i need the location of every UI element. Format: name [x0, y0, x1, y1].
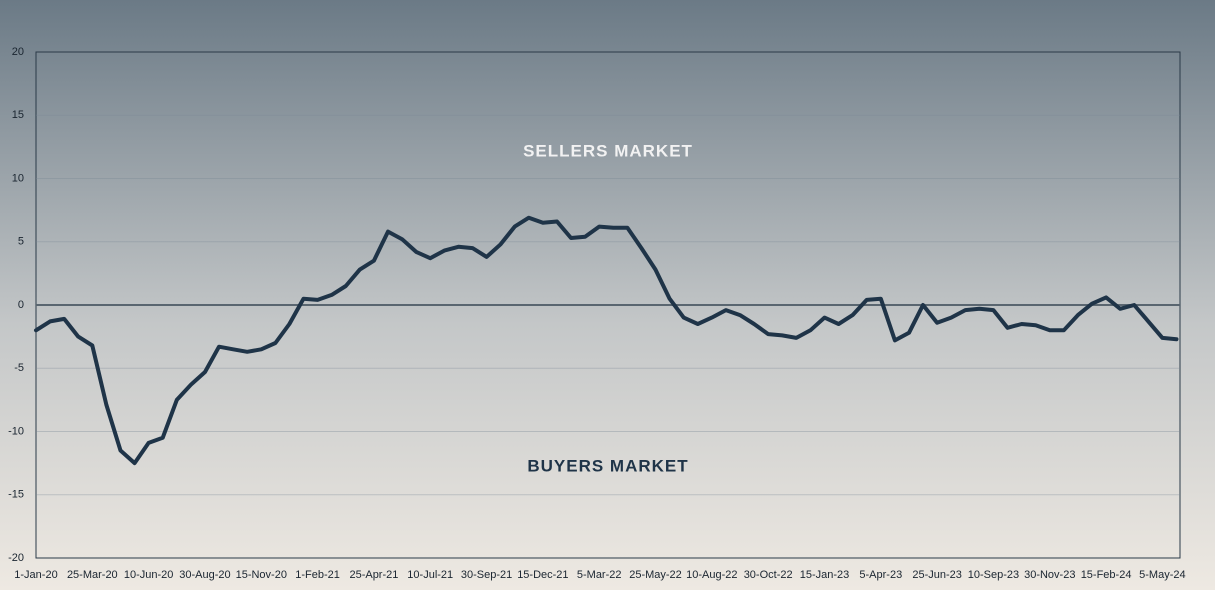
y-tick-label: 15 — [12, 109, 24, 121]
x-tick-label: 15-Feb-24 — [1081, 569, 1132, 581]
x-tick-label: 15-Dec-21 — [517, 569, 568, 581]
x-tick-label: 25-May-22 — [629, 569, 682, 581]
y-tick-label: -5 — [14, 362, 24, 374]
y-tick-label: 0 — [18, 299, 24, 311]
x-tick-label: 15-Jan-23 — [800, 569, 850, 581]
annotation: SELLERS MARKET — [523, 141, 693, 160]
x-tick-label: 25-Apr-21 — [349, 569, 398, 581]
x-tick-label: 10-Jun-20 — [124, 569, 174, 581]
x-tick-label: 10-Aug-22 — [686, 569, 737, 581]
data-line — [34, 215, 1179, 466]
x-tick-label: 25-Mar-20 — [67, 569, 118, 581]
x-tick-label: 30-Aug-20 — [179, 569, 230, 581]
y-tick-label: -10 — [8, 425, 24, 437]
x-tick-label: 15-Nov-20 — [236, 569, 287, 581]
x-tick-label: 25-Jun-23 — [912, 569, 962, 581]
x-tick-label: 10-Sep-23 — [968, 569, 1019, 581]
x-tick-label: 10-Jul-21 — [407, 569, 453, 581]
annotation: BUYERS MARKET — [527, 456, 688, 475]
x-tick-label: 30-Sep-21 — [461, 569, 512, 581]
x-tick-label: 1-Jan-20 — [14, 569, 57, 581]
x-tick-label: 5-Mar-22 — [577, 569, 622, 581]
y-tick-label: 10 — [12, 172, 24, 184]
y-tick-label: -20 — [8, 552, 24, 564]
x-tick-label: 5-Apr-23 — [859, 569, 902, 581]
x-tick-label: 30-Oct-22 — [744, 569, 793, 581]
y-tick-label: 20 — [12, 46, 24, 58]
x-tick-label: 30-Nov-23 — [1024, 569, 1075, 581]
y-tick-label: -15 — [8, 489, 24, 501]
y-tick-label: 5 — [18, 236, 24, 248]
x-tick-label: 1-Feb-21 — [295, 569, 340, 581]
x-tick-label: 5-May-24 — [1139, 569, 1185, 581]
